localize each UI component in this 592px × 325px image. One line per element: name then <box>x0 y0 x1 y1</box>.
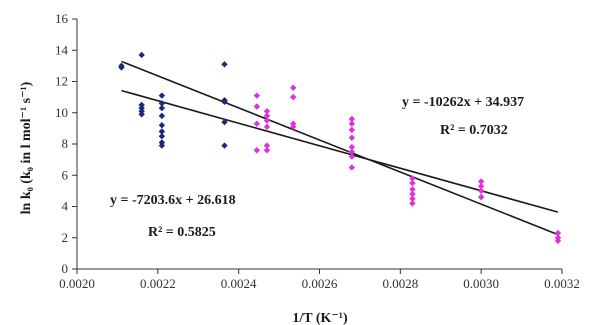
data-point <box>158 142 166 149</box>
data-point <box>477 182 485 190</box>
r-squared-left: R² = 0.5825 <box>148 225 216 240</box>
equation-right: y = -10262x + 34.937 <box>402 95 524 110</box>
data-point <box>138 51 145 59</box>
y-tick-label: 10 <box>55 105 68 120</box>
y-tick-label: 16 <box>55 11 69 26</box>
x-tick-label: 0.0024 <box>221 276 257 291</box>
data-point <box>477 178 485 185</box>
trendlines <box>121 60 559 236</box>
data-point <box>290 84 297 91</box>
data-point <box>158 112 166 120</box>
data-point <box>348 120 356 127</box>
x-axis: 0.0020 0.0022 0.0024 0.0026 0.0028 0.0030 0.00… <box>59 268 580 291</box>
data-point <box>263 123 271 131</box>
data-points <box>118 51 562 245</box>
data-point <box>409 175 416 182</box>
x-tick-label: 0.0032 <box>544 276 580 291</box>
data-point <box>348 115 356 123</box>
data-point <box>263 117 271 124</box>
data-point <box>348 148 356 156</box>
data-point <box>409 186 416 193</box>
x-tick-label: 0.0022 <box>140 276 176 291</box>
data-point <box>118 62 125 70</box>
data-point <box>554 237 562 245</box>
x-tick-label: 0.0020 <box>59 276 95 291</box>
data-point <box>477 187 485 195</box>
data-point <box>477 193 485 201</box>
data-point <box>253 120 261 127</box>
data-point <box>221 98 228 106</box>
y-tick-label: 14 <box>55 42 69 57</box>
data-point <box>221 142 228 149</box>
data-point <box>158 104 166 112</box>
data-point <box>263 142 271 149</box>
data-point <box>263 107 271 115</box>
x-tick-label: 0.0026 <box>302 276 338 291</box>
data-point <box>253 103 261 110</box>
data-point <box>158 132 166 140</box>
data-point <box>158 122 166 129</box>
y-axis-title: ln k₀ (k₀ in l mol⁻¹ s⁻¹) <box>19 81 34 214</box>
data-point <box>409 179 416 187</box>
trendline <box>121 60 559 236</box>
data-point <box>348 126 356 134</box>
data-point <box>263 112 271 120</box>
x-tick-label: 0.0028 <box>382 276 418 291</box>
data-point <box>409 190 416 198</box>
data-point <box>138 111 145 118</box>
y-tick-label: 8 <box>62 136 69 151</box>
trendline <box>121 89 559 213</box>
data-point <box>158 92 166 99</box>
y-tick-label: 6 <box>62 167 69 182</box>
y-axis: 0 2 4 6 8 10 12 14 16 <box>55 11 78 276</box>
data-point <box>221 118 228 126</box>
data-point <box>158 100 166 107</box>
data-point <box>409 200 416 207</box>
r-squared-right: R² = 0.7032 <box>440 123 508 138</box>
data-point <box>348 134 356 141</box>
data-point <box>253 92 261 99</box>
data-point <box>263 147 271 154</box>
data-point <box>290 123 297 131</box>
data-point <box>221 61 228 68</box>
equation-left: y = -7203.6x + 26.618 <box>110 193 236 208</box>
data-point <box>253 147 261 154</box>
data-point <box>554 229 562 237</box>
y-tick-label: 2 <box>62 230 69 245</box>
x-tick-label: 0.0030 <box>463 276 499 291</box>
data-point <box>348 143 356 151</box>
y-tick-label: 0 <box>62 261 69 276</box>
data-point <box>290 93 297 101</box>
y-tick-label: 4 <box>62 199 69 214</box>
data-point <box>158 128 166 135</box>
x-axis-title: 1/T (K⁻¹) <box>292 311 348 325</box>
data-point <box>409 195 416 202</box>
data-point <box>348 153 356 160</box>
y-tick-label: 12 <box>55 74 68 89</box>
data-point <box>348 164 356 171</box>
